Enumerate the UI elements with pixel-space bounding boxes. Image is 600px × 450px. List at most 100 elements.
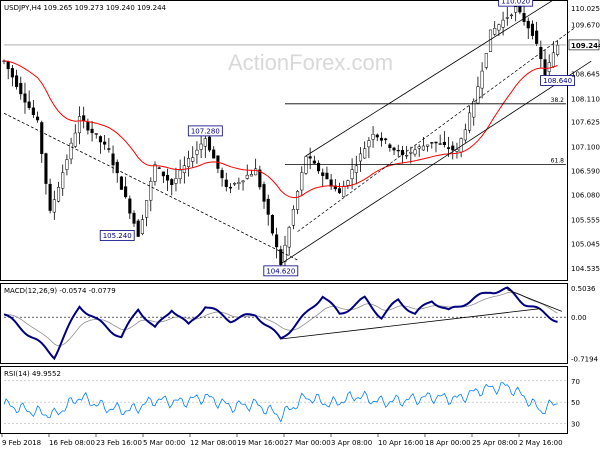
annotation-box bbox=[99, 230, 135, 241]
candle-body bbox=[228, 186, 233, 189]
x-tick-label: 23 Feb 16:00 bbox=[96, 439, 142, 447]
candle-body bbox=[178, 169, 182, 179]
candle-body bbox=[434, 141, 438, 144]
rsi-header: RSI(14) 49.9552 bbox=[4, 370, 61, 378]
candle-body bbox=[241, 180, 245, 183]
candle-body bbox=[371, 133, 375, 140]
candle-body bbox=[258, 169, 262, 188]
candle-body bbox=[186, 158, 191, 167]
price-tick-label: 105.555 bbox=[571, 217, 600, 225]
candle-body bbox=[31, 107, 35, 116]
x-tick-label: 2 May 16:00 bbox=[519, 439, 563, 447]
candle-body bbox=[317, 162, 321, 172]
candle-body bbox=[270, 215, 274, 234]
candle-body bbox=[526, 20, 530, 29]
candle-body bbox=[254, 168, 258, 176]
candle-body bbox=[107, 148, 111, 150]
macd-header: MACD(12,26,9) -0.0574 -0.0779 bbox=[4, 287, 116, 295]
rsi-layer bbox=[3, 380, 566, 424]
candle-body bbox=[220, 170, 224, 179]
candle-body bbox=[52, 199, 56, 213]
candle-body bbox=[65, 159, 69, 170]
candle-body bbox=[379, 137, 384, 141]
channel-mid-dashed bbox=[297, 27, 575, 232]
candle-body bbox=[551, 52, 555, 67]
candle-body bbox=[484, 53, 488, 68]
macd-panel-frame bbox=[0, 283, 568, 364]
candle-body bbox=[417, 146, 421, 149]
watermark: ActionForex.com bbox=[228, 50, 393, 75]
candle-body bbox=[442, 141, 446, 145]
candle-body bbox=[296, 191, 300, 210]
candle-body bbox=[300, 172, 304, 191]
candle-body bbox=[447, 147, 451, 149]
candle-body bbox=[36, 116, 40, 121]
x-tick-label: 12 Mar 08:00 bbox=[190, 439, 237, 447]
fib-level-label: 61.8 bbox=[551, 157, 565, 164]
annotation-box bbox=[187, 125, 223, 137]
price-layer: 38.2 61.8 110.020 107.280 105.240 104.620 108.… bbox=[2, 0, 592, 277]
price-panel-frame bbox=[0, 0, 568, 281]
candle-body bbox=[505, 17, 509, 19]
candle-body bbox=[166, 174, 170, 181]
candle-body bbox=[73, 132, 77, 147]
candle-body bbox=[262, 184, 266, 202]
candle-body bbox=[556, 44, 560, 55]
x-tick-label: 19 Mar 16:00 bbox=[237, 439, 284, 447]
macd-signal-line bbox=[3, 291, 558, 347]
candle-body bbox=[82, 115, 86, 121]
candle-body bbox=[170, 179, 174, 185]
candle-body bbox=[337, 188, 342, 194]
trendline-channel-upper bbox=[305, 0, 555, 157]
price-tick-label: 110.025 bbox=[571, 5, 600, 13]
candle-body bbox=[547, 62, 551, 72]
candle-body bbox=[195, 149, 199, 155]
annotation-label: 105.240 bbox=[103, 232, 132, 240]
candle-body bbox=[312, 160, 316, 164]
candle-body bbox=[161, 171, 165, 177]
candle-body bbox=[363, 148, 367, 159]
candle-body bbox=[174, 178, 178, 184]
x-tick-label: 5 Mar 00:00 bbox=[143, 439, 185, 447]
candle-body bbox=[199, 143, 203, 150]
last-price-box bbox=[568, 39, 600, 51]
candle-body bbox=[392, 147, 396, 151]
y-axis-labels: 110.025 109.670 109.244 108.645 108.110 107.6… bbox=[568, 5, 600, 428]
price-tick-label: 104.535 bbox=[571, 265, 600, 273]
annotation-label: 107.280 bbox=[191, 127, 220, 135]
candle-body bbox=[480, 70, 484, 89]
candle-body bbox=[535, 30, 539, 44]
candle-body bbox=[451, 145, 455, 151]
candle-body bbox=[304, 156, 308, 174]
candle-body bbox=[44, 153, 48, 184]
candle-body bbox=[279, 249, 283, 265]
macd-tick-label: -0.7194 bbox=[571, 356, 599, 364]
candle-body bbox=[115, 161, 119, 174]
price-tick-label: 109.670 bbox=[571, 22, 600, 30]
moving-average-line bbox=[3, 60, 558, 199]
candle-body bbox=[203, 138, 207, 147]
candle-body bbox=[61, 172, 65, 189]
candle-body bbox=[308, 156, 312, 159]
annotation-box bbox=[498, 0, 534, 7]
candle-body bbox=[275, 234, 279, 248]
candle-body bbox=[103, 141, 107, 145]
price-tick-label: 108.110 bbox=[571, 96, 600, 104]
x-tick-label: 9 Feb 2018 bbox=[2, 439, 41, 447]
price-tick-label: 105.045 bbox=[571, 241, 600, 249]
x-tick-label: 18 Apr 00:00 bbox=[425, 439, 471, 447]
candle-body bbox=[77, 116, 82, 134]
candle-body bbox=[329, 179, 333, 187]
candle-body bbox=[283, 244, 287, 262]
candle-body bbox=[157, 167, 161, 169]
candle-body bbox=[455, 149, 459, 152]
candle-body bbox=[10, 68, 14, 78]
candle-body bbox=[291, 208, 295, 226]
candle-body bbox=[342, 185, 346, 197]
x-tick-label: 27 Mar 00:00 bbox=[284, 439, 331, 447]
candle-body bbox=[27, 101, 31, 108]
macd-line bbox=[3, 286, 558, 361]
trendline-channel-lower bbox=[280, 60, 592, 265]
candle-body bbox=[153, 164, 157, 182]
